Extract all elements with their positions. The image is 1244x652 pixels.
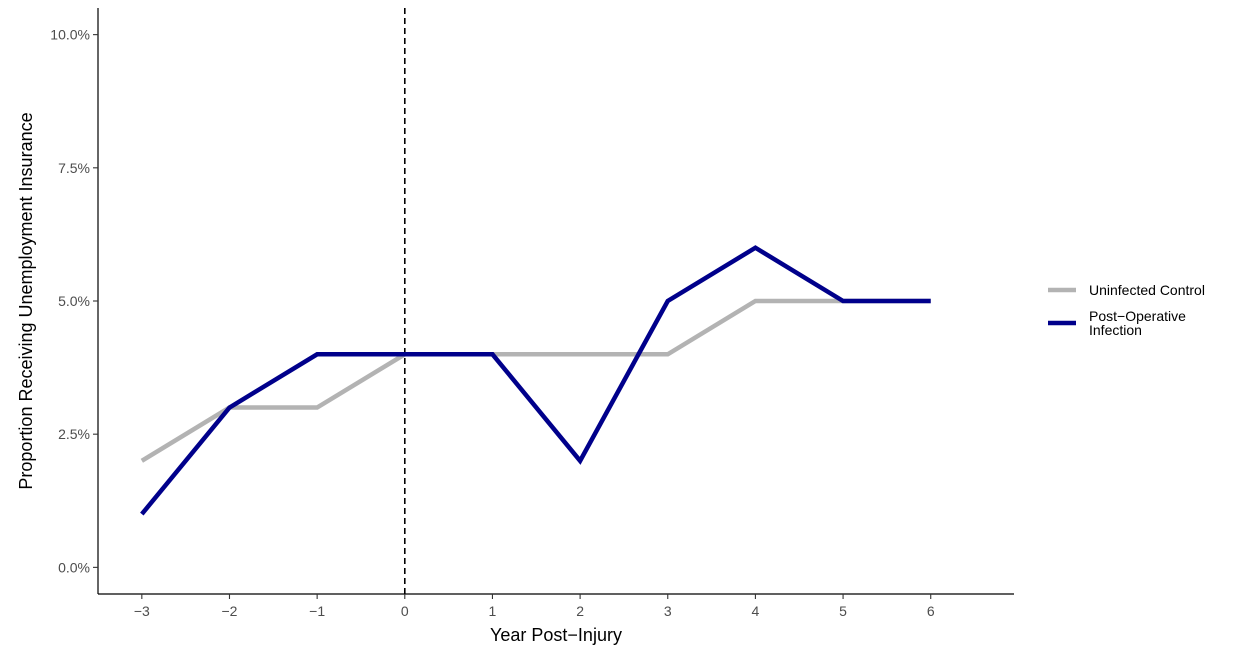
x-tick-label: −2: [221, 603, 237, 619]
y-axis-ticks: 0.0% 2.5% 5.0% 7.5% 10.0%: [50, 27, 98, 575]
legend: Uninfected Control Post−OperativeInfectio…: [1048, 282, 1205, 338]
plot-area: [140, 8, 931, 594]
y-tick-label: 7.5%: [58, 160, 90, 176]
x-tick-label: 5: [839, 603, 847, 619]
x-tick-label: 0: [401, 603, 409, 619]
y-tick-label: 2.5%: [58, 426, 90, 442]
y-tick-label: 0.0%: [58, 559, 90, 575]
x-axis-ticks: −3 −2 −1 0 1 2 3 4 5 6: [134, 594, 935, 619]
x-tick-label: 6: [927, 603, 935, 619]
y-axis-title: Proportion Receiving Unemployment Insura…: [16, 112, 36, 489]
legend-label-2: Infection: [1089, 322, 1142, 338]
y-tick-label: 5.0%: [58, 293, 90, 309]
series-line-2: [140, 245, 931, 516]
legend-label-2: Post−Operative: [1089, 308, 1186, 324]
x-axis-title: Year Post−Injury: [490, 625, 622, 645]
x-tick-label: 4: [752, 603, 760, 619]
x-tick-label: −1: [309, 603, 325, 619]
x-tick-label: 2: [576, 603, 584, 619]
legend-label-1: Uninfected Control: [1089, 282, 1205, 298]
y-tick-label: 10.0%: [50, 27, 90, 43]
series-line-1: [140, 298, 931, 463]
x-tick-label: 1: [489, 603, 497, 619]
x-tick-label: 3: [664, 603, 672, 619]
x-tick-label: −3: [134, 603, 150, 619]
